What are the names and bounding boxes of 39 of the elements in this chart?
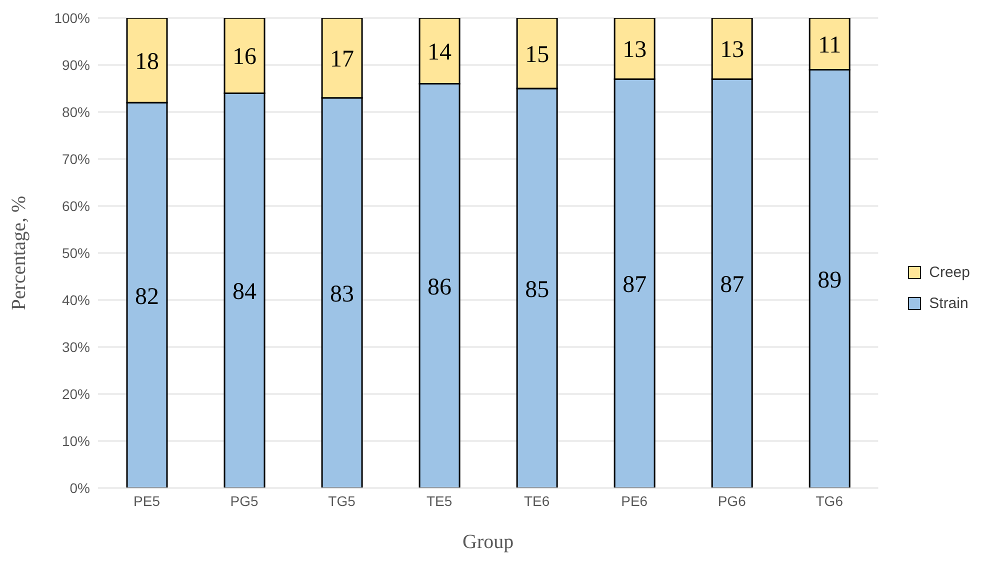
data-label: 18: [135, 48, 159, 75]
y-tick-label: 70%: [62, 150, 90, 167]
x-tick-label: TG5: [328, 492, 356, 509]
y-tick-label: 20%: [62, 386, 90, 402]
data-label: 15: [525, 42, 550, 68]
data-label: 17: [330, 46, 354, 72]
data-label: 89: [818, 267, 842, 294]
y-tick-label: 90%: [62, 56, 90, 73]
legend-label: Creep: [929, 264, 970, 281]
legend-label: Strain: [929, 295, 968, 312]
data-label: 13: [720, 37, 744, 64]
x-axis-title: Group: [462, 531, 514, 553]
data-label: 82: [135, 284, 159, 310]
x-tick-label: PE6: [621, 492, 648, 509]
data-label: 13: [622, 37, 647, 64]
data-label: 83: [330, 281, 354, 308]
x-tick-label: TG6: [816, 492, 844, 509]
y-tick-label: 100%: [54, 10, 90, 26]
data-label: 87: [622, 272, 647, 298]
y-tick-label: 40%: [62, 292, 90, 308]
y-axis-title: Percentage, %: [8, 196, 30, 310]
data-label: 86: [428, 274, 452, 300]
x-tick-label: PG5: [230, 492, 258, 509]
data-label: 84: [232, 279, 257, 306]
x-tick-label: TE5: [426, 492, 452, 509]
data-label: 14: [428, 39, 452, 66]
y-tick-label: 10%: [62, 432, 90, 449]
y-tick-label: 60%: [62, 198, 90, 214]
data-label: 87: [720, 272, 744, 298]
data-label: 85: [525, 276, 550, 303]
x-tick-label: PE5: [134, 492, 160, 509]
data-label: 16: [232, 44, 257, 70]
data-label: 11: [818, 32, 842, 58]
x-tick-label: PG6: [718, 492, 746, 509]
y-tick-label: 0%: [70, 480, 90, 496]
y-tick-label: 50%: [62, 244, 90, 261]
y-tick-label: 30%: [62, 338, 90, 355]
x-tick-label: TE6: [524, 492, 550, 509]
y-tick-label: 80%: [62, 104, 90, 120]
